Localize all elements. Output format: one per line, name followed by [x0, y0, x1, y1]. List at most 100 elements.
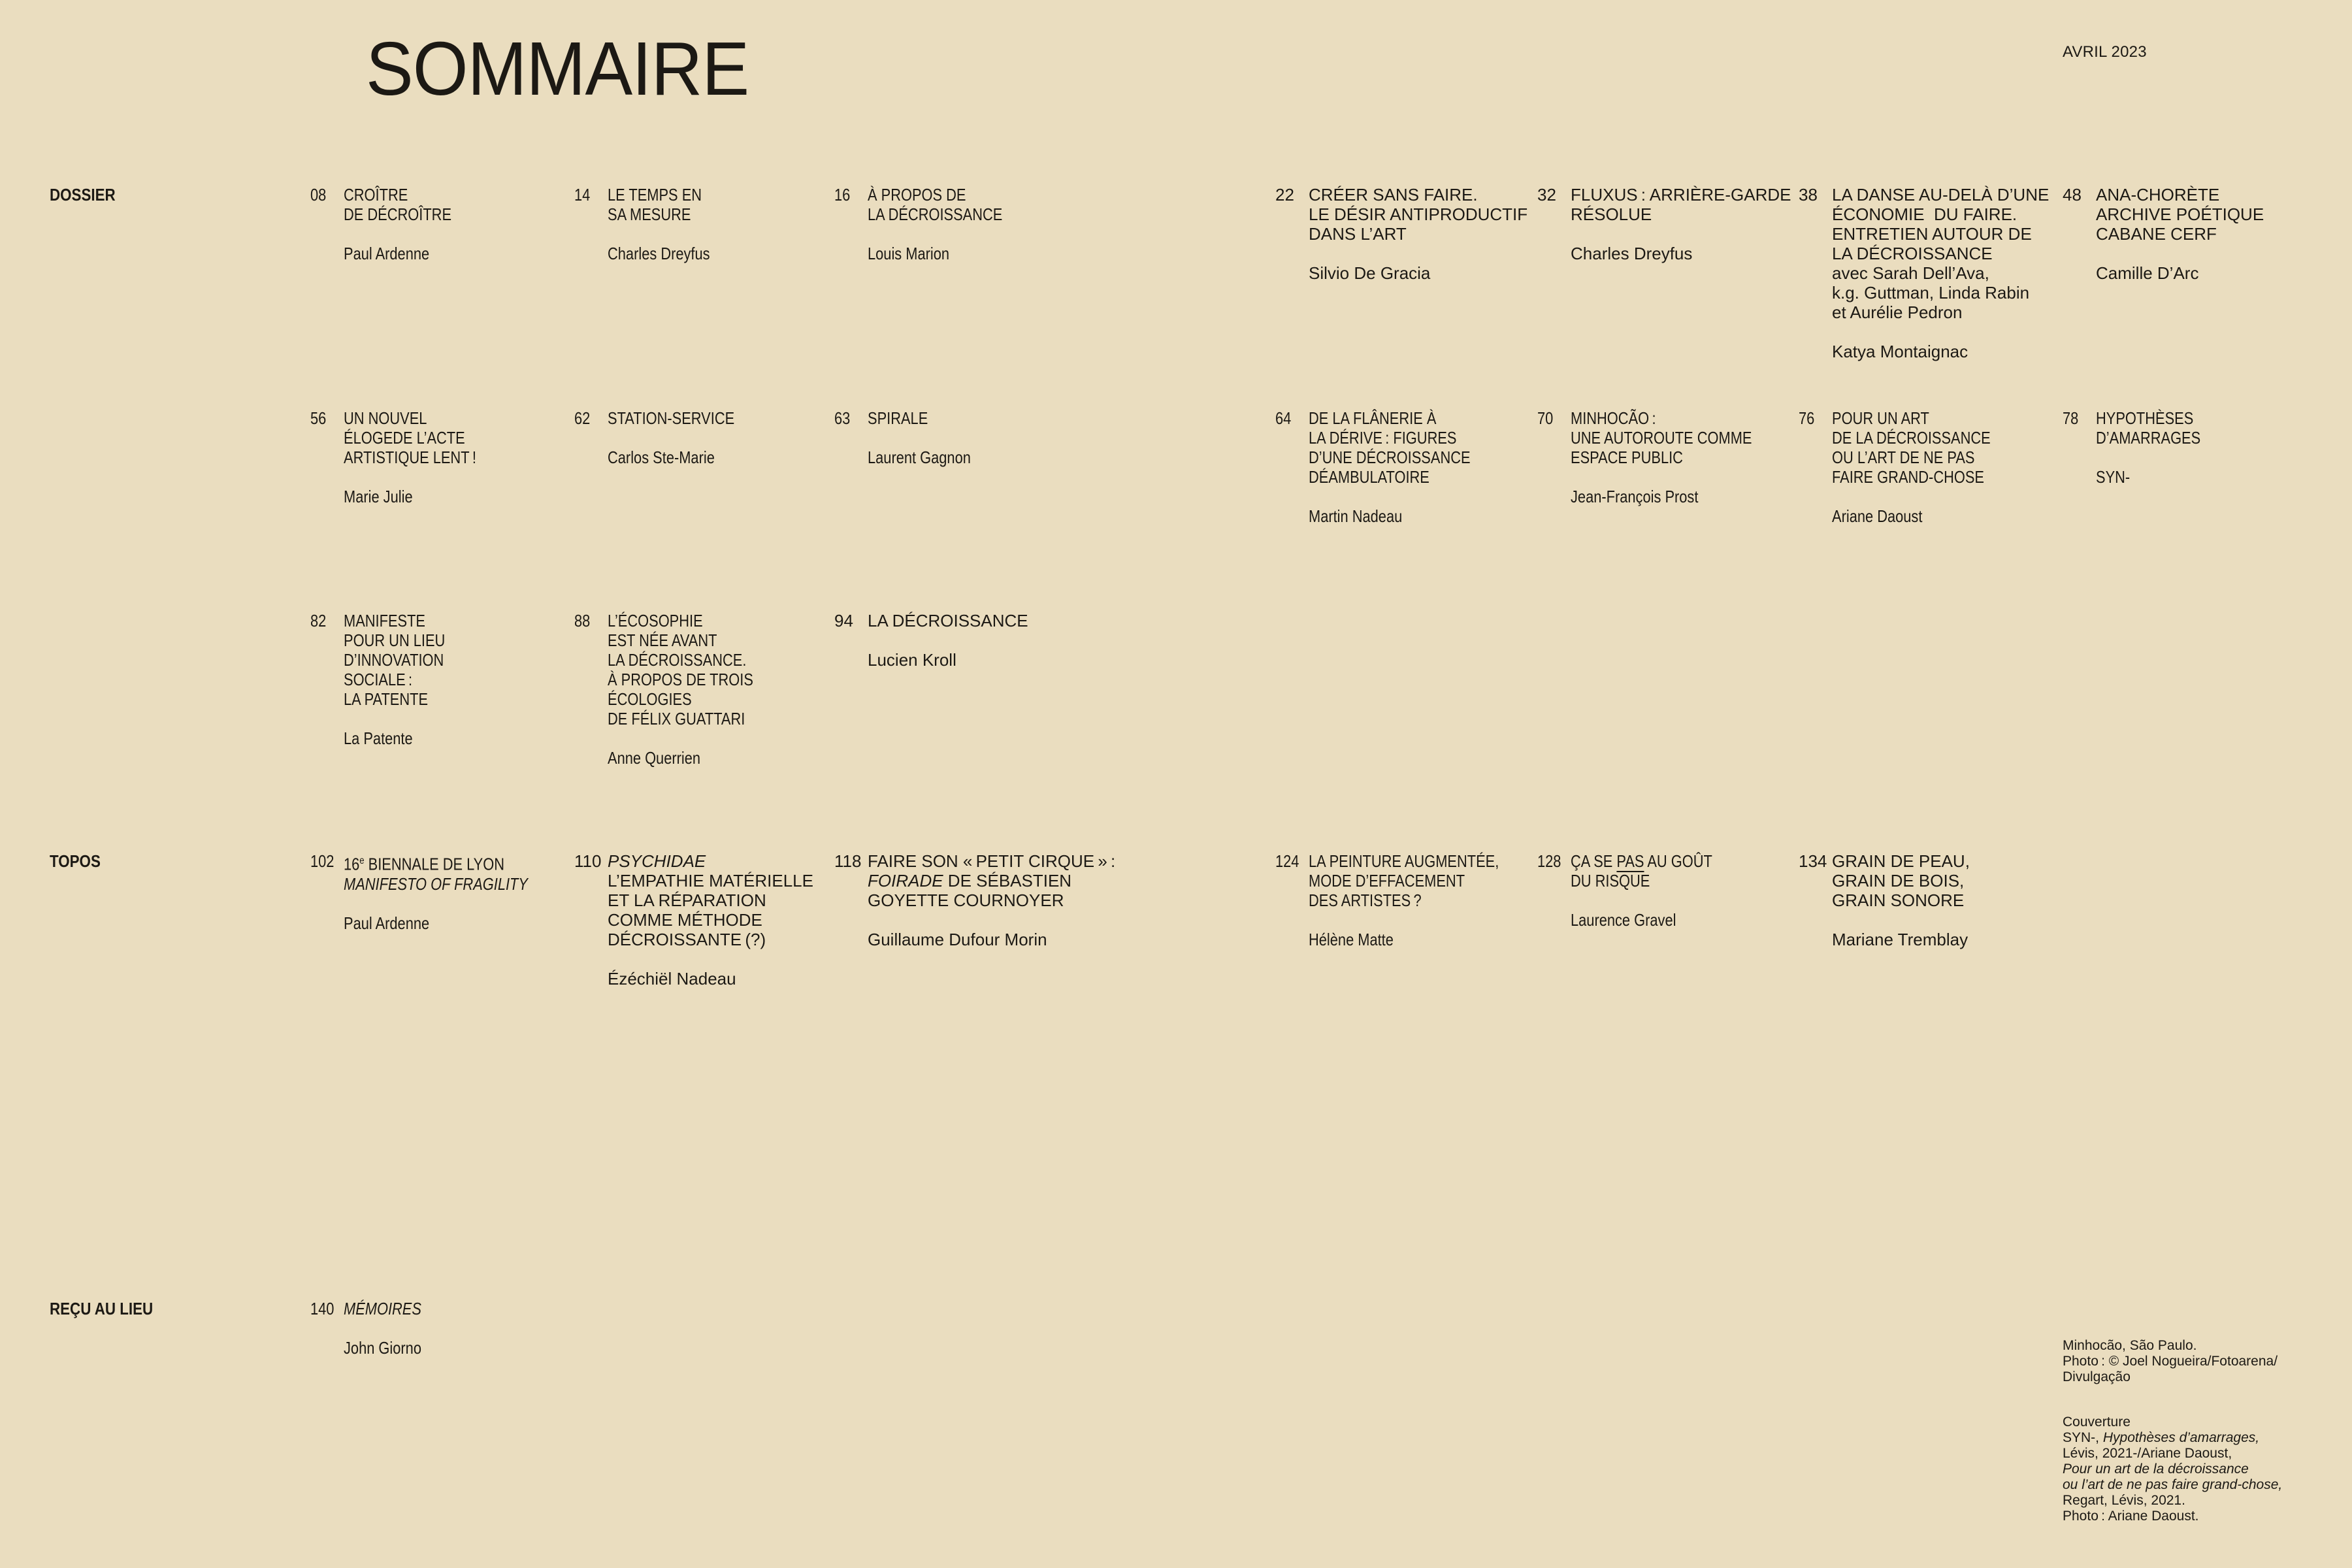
entry-body: MANIFESTE POUR UN LIEU D’INNOVATION SOCIALE… [344, 611, 445, 748]
entry-title-line: LA DÉCROISSANCE [868, 204, 1003, 224]
entry-page-number: 56 [310, 408, 327, 428]
entry-authors: Paul Ardenne [344, 913, 528, 933]
entry-body: LA DANSE AU-DELÀ D’UNE ÉCONOMIE DU FAIRE.… [1832, 185, 2049, 361]
entry-page-number: 82 [310, 611, 327, 630]
entry-authors: Camille D’Arc [2096, 263, 2264, 283]
entry-body: LE TEMPS EN SA MESURE Charles Dreyfus [608, 185, 710, 263]
entry-title-line: À PROPOS DE TROIS [608, 670, 753, 689]
toc-entry-118: 118 FAIRE SON « PETIT CIRQUE » : FOIRADE D… [834, 851, 1115, 949]
entry-title-line: UN NOUVEL [344, 408, 427, 428]
entry-authors: Charles Dreyfus [608, 244, 710, 263]
issue-date: AVRIL 2023 [2063, 43, 2147, 61]
credit-line: Minhocão, São Paulo. [2063, 1338, 2197, 1353]
toc-entry-76: 76 POUR UN ART DE LA DÉCROISSANCE OU L’ART … [1799, 408, 2021, 526]
credit-line: Photo : Ariane Daoust. [2063, 1509, 2199, 1524]
entry-body: SPIRALE Laurent Gagnon [868, 408, 971, 467]
entry-authors: Charles Dreyfus [1571, 244, 1791, 263]
entry-title-line: À PROPOS DE [868, 185, 966, 204]
entry-author: Lucien Kroll [868, 650, 956, 670]
entry-title-line: MANIFESTO OF FRAGILITY [344, 874, 528, 894]
entry-authors: Laurent Gagnon [868, 448, 971, 467]
toc-entry-110: 110 PSYCHIDAE L’EMPATHIE MATÉRIELLE ET LA R… [574, 851, 813, 988]
text-segment: FOIRADE [868, 871, 943, 890]
credit-line: Pour un art de la décroissance [2063, 1462, 2282, 1477]
text-segment: DE SÉBASTIEN [943, 871, 1072, 890]
entry-body: MINHOCÃO : UNE AUTOROUTE COMME ESPACE PUBL… [1571, 408, 1752, 506]
entry-title-line: LA DÉCROISSANCE. [608, 650, 747, 670]
entry-title-line: ANA-CHORÈTE [2096, 185, 2220, 204]
entry-title-line: MODE D’EFFACEMENT [1309, 871, 1465, 890]
credit-line: Regart, Lévis, 2021. [2063, 1493, 2185, 1508]
credit-line: ou l’art de ne pas faire grand-chose, [2063, 1477, 2282, 1493]
entry-body: STATION-SERVICE Carlos Ste-Marie [608, 408, 734, 467]
entry-authors: John Giorno [344, 1338, 421, 1358]
entry-page-number: 63 [834, 408, 851, 428]
entry-authors: Lucien Kroll [868, 650, 1028, 670]
entry-body: UN NOUVEL ÉLOGEDE L’ACTE ARTISTIQUE LENT !… [344, 408, 476, 506]
entry-page-number: 110 [574, 851, 602, 871]
entry-title-line: DÉAMBULATOIRE [1309, 467, 1429, 487]
entry-title-line: FOIRADE DE SÉBASTIEN [868, 871, 1115, 890]
entry-title-line: DE LA DÉCROISSANCE [1832, 428, 1991, 448]
section-label: TOPOS [50, 851, 101, 871]
entry-title-line: MANIFESTE [344, 611, 425, 630]
entry-title-line: L’ÉCOSOPHIE [608, 611, 703, 630]
toc-entry-62: 62 STATION-SERVICE Carlos Ste-Marie [574, 408, 759, 467]
entry-page-number: 94 [834, 611, 853, 630]
text-segment: PAS [1616, 851, 1644, 871]
entry-title-line: GRAIN SONORE [1832, 890, 1965, 910]
entry-body: FLUXUS : ARRIÈRE-GARDE RÉSOLUE Charles Dre… [1571, 185, 1791, 263]
toc-entry-70: 70 MINHOCÃO : UNE AUTOROUTE COMME ESPACE PU… [1537, 408, 1786, 506]
toc-entry-134: 134 GRAIN DE PEAU, GRAIN DE BOIS, GRAIN SON… [1799, 851, 1970, 949]
entry-title-line: GRAIN DE BOIS, [1832, 871, 1965, 890]
entry-author: Anne Querrien [608, 748, 701, 768]
text-segment: Hypothèses d’amarrages, [2102, 1430, 2260, 1445]
entry-title-line: DANS L’ART [1309, 224, 1407, 244]
entry-title-line: FAIRE SON « PETIT CIRQUE » : [868, 851, 1116, 871]
entry-title-line: 16e BIENNALE DE LYON [344, 851, 528, 874]
entry-body: GRAIN DE PEAU, GRAIN DE BOIS, GRAIN SONORE… [1832, 851, 1970, 949]
entry-title-line: k.g. Guttman, Linda Rabin [1832, 283, 2030, 302]
entry-title-line: DU RISQUE [1571, 871, 1650, 890]
entry-title-line: DE LA FLÂNERIE À [1309, 408, 1437, 428]
entry-title-line: ENTRETIEN AUTOUR DE [1832, 224, 2032, 244]
entry-authors: Martin Nadeau [1309, 506, 1471, 526]
entry-page-number: 62 [574, 408, 591, 428]
entry-title-line: CRÉER SANS FAIRE. [1309, 185, 1478, 204]
entry-authors: Silvio De Gracia [1309, 263, 1527, 283]
toc-entry-22: 22 CRÉER SANS FAIRE. LE DÉSIR ANTIPRODUCTI… [1275, 185, 1527, 283]
credit-note: Minhocão, São Paulo. Photo : © Joel Nogue… [2063, 1338, 2278, 1385]
credit-note: Couverture SYN-, Hypothèses d’amarrages, L… [2063, 1414, 2282, 1524]
text-segment: MANIFESTO OF FRAGILITY [344, 874, 528, 894]
entry-title-line: POUR UN ART [1832, 408, 1929, 428]
entry-body: À PROPOS DE LA DÉCROISSANCE Louis Marion [868, 185, 1002, 263]
entry-page-number: 16 [834, 185, 851, 204]
entry-authors: Ariane Daoust [1832, 506, 1991, 526]
entry-body: FAIRE SON « PETIT CIRQUE » : FOIRADE DE S… [868, 851, 1115, 949]
entry-title-line: MÉMOIRES [344, 1299, 421, 1318]
entry-title-line: ÉCOLOGIES [608, 689, 692, 709]
text-segment: ou l’art de ne pas faire grand-chose, [2063, 1477, 2283, 1492]
text-segment: MÉMOIRES [344, 1299, 421, 1318]
section-label: REÇU AU LIEU [50, 1299, 154, 1318]
toc-entry-140: 140 MÉMOIRES John Giorno [310, 1299, 436, 1358]
entry-body: MÉMOIRES John Giorno [344, 1299, 421, 1358]
entry-page-number: 38 [1799, 185, 1818, 204]
entry-page-number: 134 [1799, 851, 1827, 871]
toc-entry-48: 48 ANA-CHORÈTE ARCHIVE POÉTIQUE CABANE CERF… [2063, 185, 2264, 283]
toc-entry-08: 08 CROÎTRE DE DÉCROÎTRE Paul Ardenne [310, 185, 472, 263]
entry-body: ANA-CHORÈTE ARCHIVE POÉTIQUE CABANE CERF Ca… [2096, 185, 2264, 283]
entry-title-line: LA DANSE AU-DELÀ D’UNE [1832, 185, 2050, 204]
entry-author: Paul Ardenne [344, 913, 430, 933]
entry-title-line: COMME MÉTHODE [608, 910, 762, 930]
entry-authors: Anne Querrien [608, 748, 753, 768]
entry-title-line: EST NÉE AVANT [608, 630, 717, 650]
entry-title-line: STATION-SERVICE [608, 408, 735, 428]
entry-title-line: PSYCHIDAE [608, 851, 813, 871]
entry-authors: Louis Marion [868, 244, 1002, 263]
toc-entry-78: 78 HYPOTHÈSES D’AMARRAGES SYN- [2063, 408, 2221, 487]
entry-author: Katya Montaignac [1832, 342, 1968, 361]
entry-title-line: LA PEINTURE AUGMENTÉE, [1309, 851, 1499, 871]
toc-entry-56: 56 UN NOUVEL ÉLOGEDE L’ACTE ARTISTIQUE LENT… [310, 408, 502, 506]
entry-author: Charles Dreyfus [608, 244, 710, 263]
